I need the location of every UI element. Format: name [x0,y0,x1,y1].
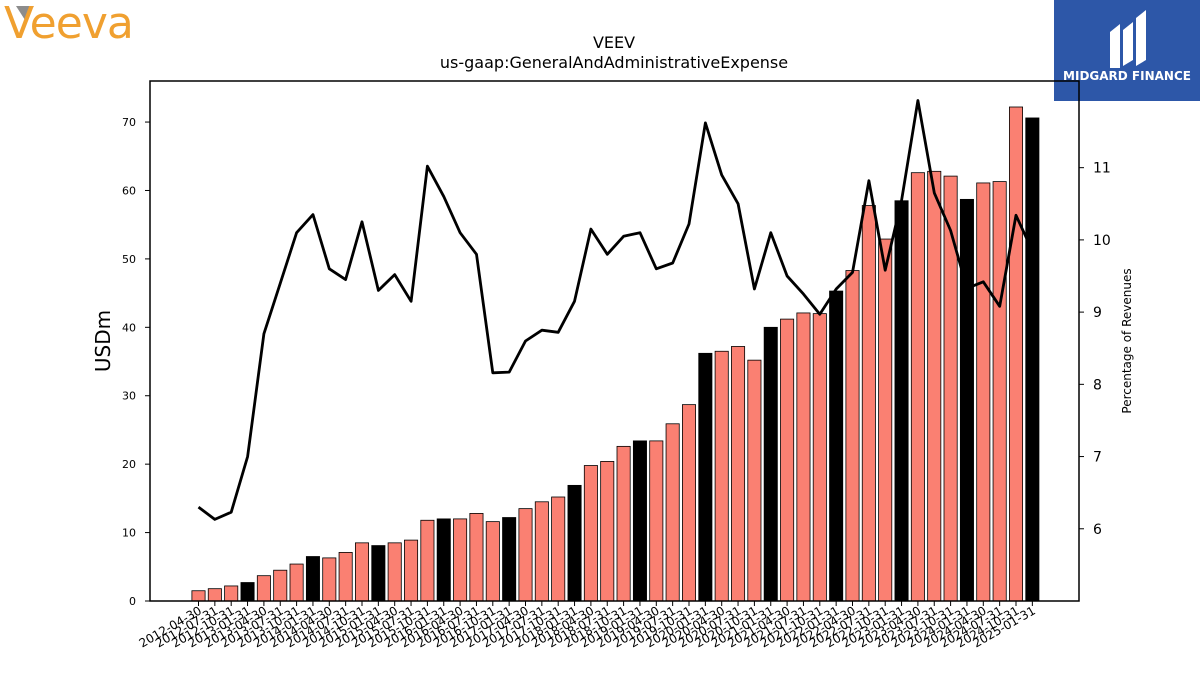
y-tick-label: 10 [122,527,136,540]
y2-tick-label: 7 [1093,450,1102,466]
y-tick-label: 40 [122,321,136,334]
ratio-line [197,99,1034,521]
bar-2017-10-31 [551,496,566,602]
bar-2023-01-31 [894,200,909,602]
bar-2019-04-30 [649,440,664,602]
bar-2020-07-31 [731,346,746,602]
bar-2016-07-31 [469,513,484,602]
bar-2014-04-30 [322,557,337,602]
bar-2024-07-31 [992,181,1007,602]
y2-tick-label: 10 [1093,233,1111,249]
bar-2015-07-31 [404,539,419,602]
bar-2014-07-31 [338,552,353,602]
y-tick-label: 20 [122,458,136,471]
bar-2020-10-31 [747,359,762,602]
y2-tick-label: 8 [1093,377,1102,393]
bar-2013-10-31 [289,563,304,602]
bars-layer [191,106,1040,602]
bar-2019-01-31 [632,440,647,602]
bar-2022-07-31 [861,205,876,602]
bar-2022-04-30 [845,270,860,602]
x-ticks-layer: 2012-04-302012-07-312012-10-312013-01-31… [137,601,1038,650]
veeva-logo-text: Veeva [4,0,134,49]
bar-2016-01-31 [436,518,451,602]
bar-2019-07-31 [665,423,680,602]
bar-2015-04-30 [387,542,402,602]
axes-layer [149,80,1080,602]
bar-2020-04-30 [714,350,729,602]
y2-tick-label: 9 [1093,305,1102,321]
bar-2024-10-31 [1009,106,1024,602]
bar-2021-07-31 [796,312,811,602]
y-tick-label: 70 [122,116,136,129]
bar-2013-01-31 [240,582,255,602]
bar-2016-04-30 [453,518,468,602]
y-tick-label: 30 [122,390,136,403]
bar-2023-04-30 [910,172,925,602]
bar-2018-10-31 [616,445,631,602]
midgard-monogram-icon [1110,10,1146,68]
y2-tick-label: 11 [1093,161,1111,177]
bar-2022-10-31 [878,238,893,602]
bar-2023-10-31 [943,175,958,602]
y-tick-label: 0 [129,595,136,608]
y-axis-label: USDm [91,310,115,372]
line-layer [197,99,1034,521]
bar-2022-01-31 [829,290,844,602]
bar-2012-04-30 [191,590,206,602]
bar-2025-01-31 [1025,117,1040,602]
bar-2023-07-31 [927,170,942,602]
bar-2013-07-31 [273,569,288,602]
bar-2016-10-31 [485,521,500,602]
veeva-logo-chevron-icon [16,6,34,20]
bar-2021-04-30 [780,318,795,602]
plot-frame [149,80,1080,602]
bar-2018-04-30 [583,465,598,602]
bar-2017-04-30 [518,508,533,602]
chart-title: VEEV [593,33,635,52]
bar-2015-10-31 [420,519,435,602]
bar-2018-01-31 [567,484,582,602]
bar-2021-10-31 [812,313,827,602]
y2-tick-label: 6 [1093,522,1102,538]
bar-2013-04-30 [256,575,271,602]
bar-2019-10-31 [682,404,697,602]
y2-axis-label: Percentage of Revenues [1120,268,1134,413]
bar-2012-10-31 [224,585,239,602]
provider-name: MIDGARD FINANCE [1063,69,1191,83]
bar-2020-01-31 [698,352,713,602]
bar-2012-07-31 [207,588,222,602]
bar-2024-01-31 [959,198,974,602]
bar-2018-07-31 [600,461,615,602]
bar-2014-01-31 [305,556,320,602]
y2-ticks-layer: 6 7 8 9 10 11 [1079,161,1111,538]
bar-2024-04-30 [976,182,991,602]
y-tick-label: 60 [122,184,136,197]
bar-2015-01-31 [371,545,386,602]
y-ticks-layer: 0 10 20 30 40 50 60 70 [122,116,150,608]
bar-2017-07-31 [534,501,549,602]
bar-2017-01-31 [502,517,517,602]
y-tick-label: 50 [122,253,136,266]
veeva-logo: Veeva [4,0,174,49]
bar-2021-01-31 [763,326,778,602]
chart-subtitle: us-gaap:GeneralAndAdministrativeExpense [440,53,788,72]
bar-2014-10-31 [354,542,369,602]
